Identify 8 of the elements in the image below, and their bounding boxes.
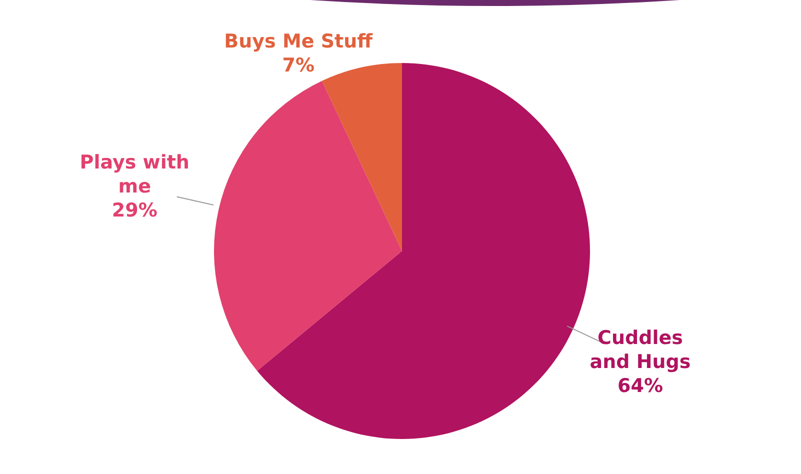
pie-slice	[214, 80, 402, 371]
data-label: 64%	[618, 375, 663, 398]
pie-slice	[322, 63, 402, 251]
slice-label: Plays with me	[80, 152, 190, 198]
data-label: 7%	[282, 54, 314, 76]
data-label: 29%	[112, 200, 158, 222]
slice-label: Buys Me Stuff	[224, 30, 374, 52]
slice-label: Cuddles and Hugs	[590, 327, 691, 374]
